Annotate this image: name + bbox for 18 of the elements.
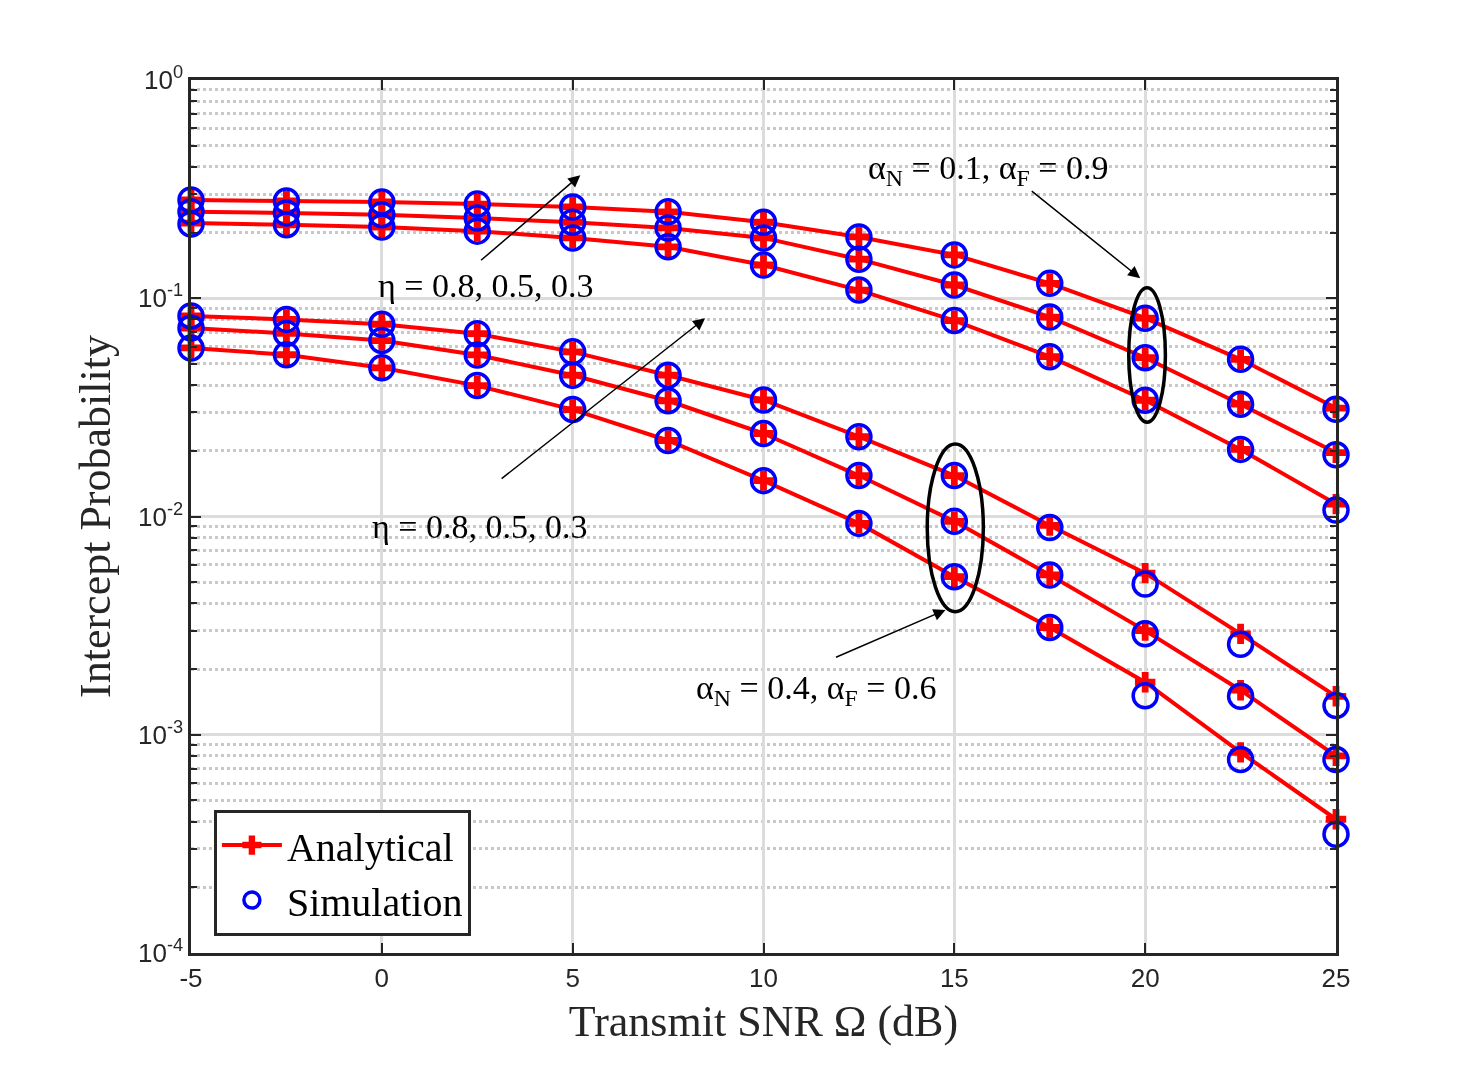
- x-axis-title: Transmit SNR Ω (dB): [568, 997, 959, 1047]
- annotation: η = 0.8, 0.5, 0.3: [372, 508, 588, 545]
- annotation: α$_{N}$ = 0.1, α$_{F}$ = 0.9: [868, 149, 1109, 192]
- legend-label: Analytical: [286, 824, 454, 870]
- x-tick-label: 25: [1321, 962, 1351, 993]
- y-tick-label: 10$^{-1}$: [137, 280, 184, 314]
- legend-label: Simulation: [286, 879, 463, 925]
- y-tick-label: 10$^{-3}$: [137, 716, 184, 750]
- x-tick-label: 20: [1130, 962, 1160, 993]
- x-tick-label: 15: [939, 962, 969, 993]
- x-tick-label: 5: [565, 962, 580, 993]
- x-tick-label: 10: [749, 962, 778, 993]
- y-tick-label: 10$^{0}$: [144, 62, 184, 96]
- annotation: η = 0.8, 0.5, 0.3: [378, 267, 594, 304]
- annotation: α$_{N}$ = 0.4, α$_{F}$ = 0.6: [696, 669, 937, 712]
- x-tick-label: 0: [374, 962, 390, 993]
- y-tick-label: 10$^{-2}$: [137, 498, 184, 532]
- y-axis-title: Intercept Probability: [71, 335, 121, 698]
